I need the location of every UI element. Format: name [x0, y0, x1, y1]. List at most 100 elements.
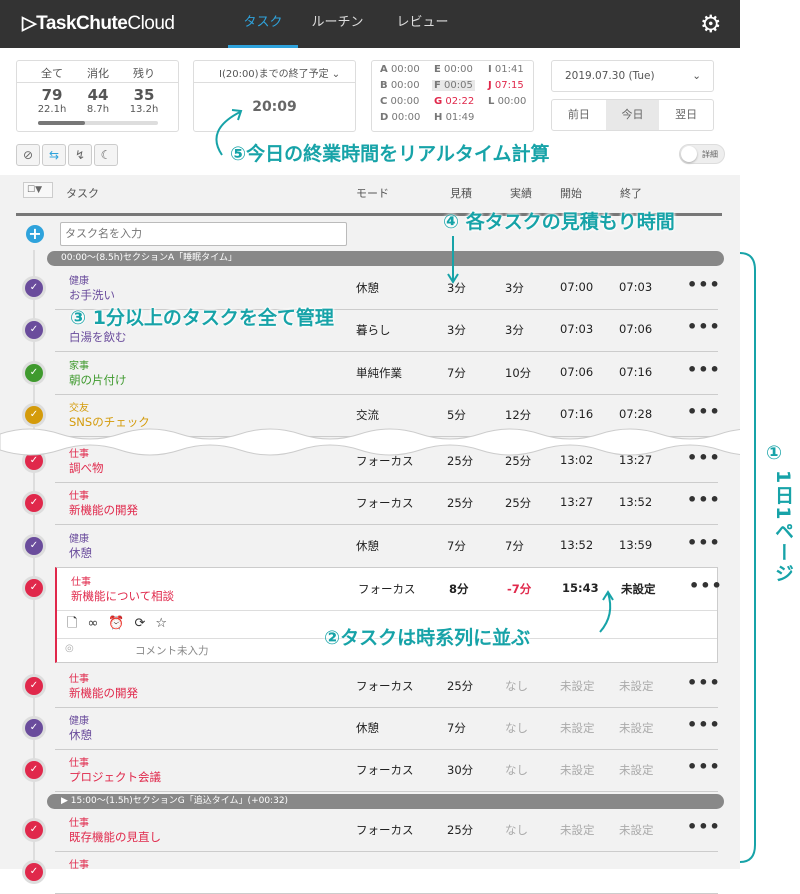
day-bracket [739, 252, 756, 863]
task-mode: 暮らし [356, 323, 391, 337]
routine-icon[interactable]: ⇆ [42, 144, 66, 166]
task-name[interactable]: プロジェクト会議 [69, 770, 161, 784]
more-menu-icon[interactable]: ••• [687, 817, 721, 836]
check-icon[interactable]: ✓ [25, 452, 43, 470]
annotation-1-number: ① [766, 442, 783, 464]
annotation-2: ②タスクは時系列に並ぶ [324, 627, 531, 649]
all-label: 全て [41, 67, 63, 80]
col-mode: モード [356, 187, 389, 200]
task-name[interactable]: 新機能の開発 [69, 503, 138, 517]
check-icon[interactable]: ✓ [25, 863, 43, 881]
chevron-down-icon: ⌄ [692, 70, 701, 82]
moon-icon[interactable]: ☾ [94, 144, 118, 166]
end-target-select[interactable]: I(20:00)までの終了予定 ⌄ [219, 69, 341, 80]
section-header-a[interactable]: 00:00〜(8.5h)セクションA「睡眠タイム」 [47, 251, 724, 266]
link-icon[interactable]: ∞ [87, 616, 109, 631]
more-menu-icon[interactable]: ••• [687, 490, 721, 509]
select-all-checkbox[interactable]: ☐▼ [23, 182, 53, 198]
next-day-button[interactable]: 翌日 [675, 108, 698, 121]
task-name[interactable]: 新機能の開発 [69, 686, 138, 700]
task-mode: 交流 [356, 408, 379, 422]
task-estimate: 3分 [447, 281, 466, 295]
check-icon[interactable]: ✓ [25, 279, 43, 297]
more-menu-icon[interactable]: ••• [687, 317, 721, 336]
task-estimate: 25分 [447, 679, 474, 693]
new-task-input[interactable] [60, 222, 347, 246]
hide-done-icon[interactable]: ⊘ [16, 144, 40, 166]
logo[interactable]: ▷TaskChuteCloud [22, 13, 175, 34]
task-row[interactable]: 仕事 [55, 851, 718, 894]
check-icon[interactable]: ✓ [25, 579, 43, 597]
prev-day-button[interactable]: 前日 [567, 108, 590, 121]
check-icon[interactable]: ✓ [25, 321, 43, 339]
end-forecast-box: I(20:00)までの終了予定 ⌄ 20:09 [193, 60, 356, 132]
gear-icon[interactable]: ⚙ [700, 10, 722, 38]
alarm-icon[interactable]: ⏰ [108, 616, 135, 631]
check-icon[interactable]: ✓ [25, 537, 43, 555]
more-menu-icon[interactable]: ••• [687, 715, 721, 734]
note-icon[interactable]: 🗋 [67, 616, 88, 631]
section-header-g[interactable]: ▶ 15:00〜(1.5h)セクションG「追込タイム」(+00:32) [47, 794, 724, 809]
day-nav: 前日 今日 翌日 [551, 99, 714, 131]
task-row[interactable]: 仕事 プロジェクト会議 フォーカス 30分 なし 未設定 未設定 ••• [55, 749, 721, 792]
star-icon[interactable]: ☆ [155, 616, 178, 631]
check-icon[interactable]: ✓ [25, 677, 43, 695]
section-time-E: E 00:00 [434, 64, 473, 75]
check-icon[interactable]: ✓ [25, 821, 43, 839]
task-row[interactable]: 仕事 既存機能の見直し フォーカス 25分 なし 未設定 未設定 ••• [55, 809, 721, 852]
task-category: 仕事 [69, 491, 89, 502]
task-row[interactable]: 仕事 調べ物 フォーカス 25分 25分 13:02 13:27 ••• [55, 440, 721, 483]
check-icon[interactable]: ✓ [25, 761, 43, 779]
done-label: 消化 [87, 67, 109, 80]
task-name[interactable]: 白湯を飲む [69, 330, 127, 344]
section-time-H: H 01:49 [434, 112, 475, 123]
task-category: 交友 [69, 403, 89, 414]
task-name[interactable]: 新機能について相談 [71, 589, 175, 603]
task-category: 仕事 [69, 860, 89, 871]
check-icon[interactable]: ✓ [25, 406, 43, 424]
task-mode: フォーカス [356, 679, 414, 693]
tab-routine[interactable]: ルーチン [311, 15, 364, 30]
task-name[interactable]: 既存機能の見直し [69, 830, 161, 844]
task-row[interactable]: 白湯を飲む 暮らし 3分 3分 07:03 07:06 ••• [55, 309, 721, 352]
today-button[interactable]: 今日 [605, 100, 660, 130]
task-name[interactable]: 朝の片付け [69, 373, 127, 387]
tab-task[interactable]: タスク [228, 0, 298, 48]
more-menu-icon[interactable]: ••• [687, 673, 721, 692]
task-row[interactable]: 健康 お手洗い 休憩 3分 3分 07:00 07:03 ••• [55, 267, 721, 310]
check-icon[interactable]: ✓ [25, 494, 43, 512]
task-name[interactable]: SNSのチェック [69, 415, 150, 429]
task-actual: 10分 [505, 366, 532, 380]
task-category: 仕事 [71, 577, 91, 588]
task-name[interactable]: 調べ物 [69, 461, 104, 475]
check-icon[interactable]: ✓ [25, 364, 43, 382]
task-actual: 25分 [505, 454, 532, 468]
task-row[interactable]: 仕事 新機能の開発 フォーカス 25分 なし 未設定 未設定 ••• [55, 665, 721, 708]
progress-bar [38, 121, 158, 125]
date-select[interactable]: 2019.07.30 (Tue) ⌄ [551, 60, 714, 92]
task-estimate: 25分 [447, 496, 474, 510]
task-name[interactable]: お手洗い [69, 288, 115, 302]
detail-toggle[interactable]: 詳細 [679, 144, 725, 164]
task-row[interactable]: 家事 朝の片付け 単純作業 7分 10分 07:06 07:16 ••• [55, 352, 721, 395]
more-menu-icon[interactable]: ••• [687, 360, 721, 379]
section-time-L: L 00:00 [488, 96, 527, 107]
more-menu-icon[interactable]: ••• [687, 757, 721, 776]
add-task-icon[interactable]: + [26, 225, 44, 243]
check-icon[interactable]: ✓ [25, 719, 43, 737]
comment-field[interactable]: コメント未入力 [135, 645, 209, 657]
more-menu-icon[interactable]: ••• [687, 402, 721, 421]
more-menu-icon[interactable]: ••• [687, 448, 721, 467]
more-menu-icon[interactable]: ••• [689, 576, 723, 595]
sort-icon[interactable]: ↯ [68, 144, 92, 166]
task-name[interactable]: 休憩 [69, 546, 92, 560]
task-row[interactable]: 仕事 新機能の開発 フォーカス 25分 25分 13:27 13:52 ••• [55, 482, 721, 525]
more-menu-icon[interactable]: ••• [687, 275, 721, 294]
all-hours: 22.1h [37, 104, 67, 115]
task-row[interactable]: 健康 休憩 休憩 7分 なし 未設定 未設定 ••• [55, 707, 721, 750]
task-name[interactable]: 休憩 [69, 728, 92, 742]
tab-review[interactable]: レビュー [396, 15, 449, 30]
repeat-icon[interactable]: ⟳ [134, 616, 156, 631]
more-menu-icon[interactable]: ••• [687, 533, 721, 552]
task-row[interactable]: 健康 休憩 休憩 7分 7分 13:52 13:59 ••• [55, 525, 721, 568]
